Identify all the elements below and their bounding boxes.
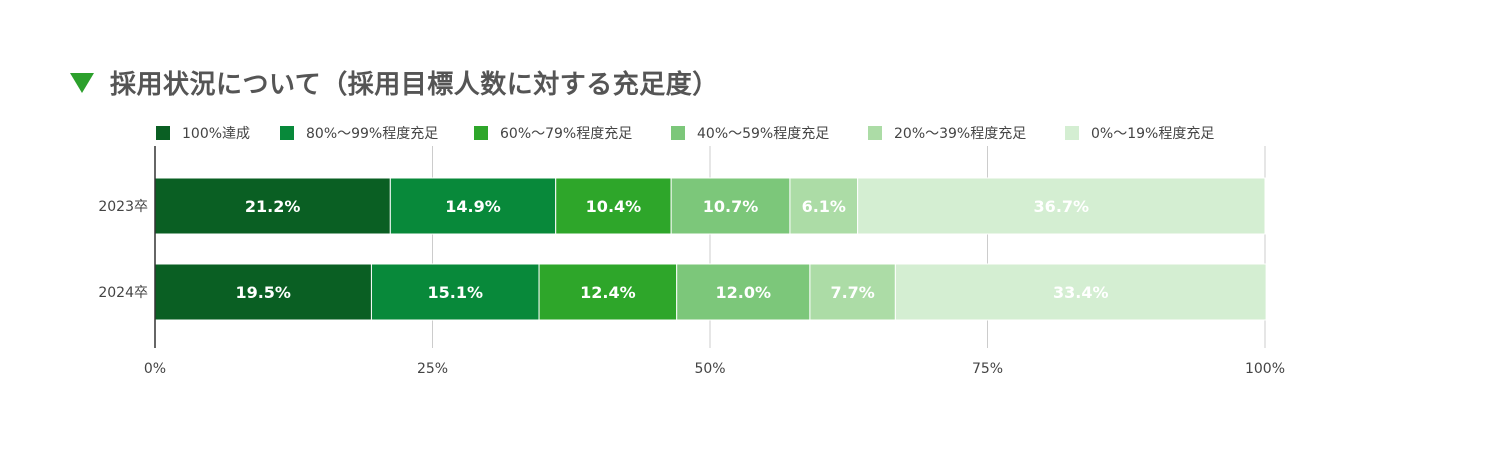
legend-swatch	[474, 126, 488, 140]
x-tick-label: 100%	[1245, 361, 1285, 377]
legend-item: 20%～39%程度充足	[868, 123, 1026, 143]
x-tick-label: 25%	[417, 361, 448, 377]
bar-segment	[857, 177, 1266, 235]
x-tick-label: 0%	[144, 361, 166, 377]
bar-segment	[370, 263, 540, 321]
legend-swatch	[156, 126, 170, 140]
data-label: 6.1%	[802, 197, 846, 216]
legend-item: 0%～19%程度充足	[1065, 123, 1214, 143]
legend-label: 20%～39%程度充足	[894, 126, 1027, 142]
legend-swatch	[280, 126, 294, 140]
legend-label: 100%達成	[182, 126, 251, 142]
data-label: 21.2%	[245, 197, 301, 216]
data-label: 12.0%	[716, 283, 772, 302]
triangle-down-icon	[70, 73, 94, 93]
legend-item: 40%～59%程度充足	[671, 123, 829, 143]
x-tick-label: 50%	[694, 361, 725, 377]
bar-segment	[154, 177, 391, 235]
x-tick-label: 75%	[972, 361, 1003, 377]
data-label: 14.9%	[445, 197, 501, 216]
legend-swatch	[671, 126, 685, 140]
bar-segment	[676, 263, 811, 321]
data-label: 19.5%	[235, 283, 291, 302]
legend-label: 60%～79%程度充足	[500, 126, 633, 142]
data-label: 15.1%	[427, 283, 483, 302]
category-label: 2023卒	[98, 199, 148, 215]
chart-title-row: 採用状況について（採用目標人数に対する充足度）	[70, 64, 719, 100]
data-label: 12.4%	[580, 283, 636, 302]
data-label: 10.4%	[586, 197, 642, 216]
chart-title: 採用状況について（採用目標人数に対する充足度）	[110, 69, 719, 100]
legend-label: 40%～59%程度充足	[697, 126, 830, 142]
data-label: 7.7%	[830, 283, 874, 302]
legend-item: 80%～99%程度充足	[280, 123, 438, 143]
bar-segment	[894, 263, 1267, 321]
data-label: 36.7%	[1034, 197, 1090, 216]
bar-segment	[670, 177, 791, 235]
legend-label: 80%～99%程度充足	[306, 126, 439, 142]
bar-segment	[154, 263, 372, 321]
legend-label: 0%～19%程度充足	[1091, 126, 1215, 142]
legend-item: 100%達成	[156, 123, 250, 143]
bar-segment	[809, 263, 896, 321]
data-label: 33.4%	[1053, 283, 1109, 302]
bar-segment	[538, 263, 678, 321]
legend-item: 60%～79%程度充足	[474, 123, 632, 143]
data-label: 10.7%	[703, 197, 759, 216]
legend-swatch	[1065, 126, 1079, 140]
legend-swatch	[868, 126, 882, 140]
category-label: 2024卒	[98, 285, 148, 301]
